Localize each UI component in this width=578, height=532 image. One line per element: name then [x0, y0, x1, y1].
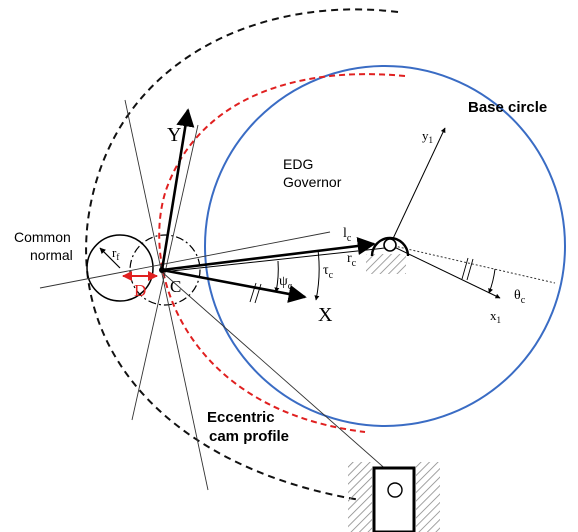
y1-label: y1	[422, 128, 433, 145]
pivot-body	[370, 236, 410, 257]
Y-label: Y	[167, 124, 181, 146]
C-label: C	[170, 277, 181, 296]
piston-pin	[387, 482, 403, 498]
Y-axis-arrow	[160, 108, 195, 271]
common-normal-line	[124, 99, 209, 491]
common-normal-label-2: normal	[30, 247, 73, 263]
roller-circle	[86, 234, 154, 302]
eccentric-label-1: Eccentric	[207, 409, 275, 426]
psi-angle-arc	[274, 260, 280, 293]
contact-dashdot-circle	[129, 234, 201, 306]
lc-vector	[161, 236, 376, 272]
governor-label: Governor	[283, 174, 342, 190]
tau-label: τc	[323, 263, 334, 281]
rc-label: rc	[347, 251, 357, 269]
piston	[372, 466, 416, 532]
base-circle-label: Base circle	[468, 99, 547, 116]
pivot-ground-hatch	[366, 254, 406, 274]
contact-point	[159, 267, 165, 273]
X-axis-arrow	[161, 268, 307, 303]
psi-label: ψc	[279, 274, 293, 292]
common-normal-label-1: Common	[14, 229, 71, 245]
pivot-pin	[383, 238, 397, 252]
tangent-line	[131, 124, 199, 421]
rf-arrow	[99, 247, 121, 269]
base-circle	[204, 65, 566, 427]
dotted-reference-line	[389, 244, 556, 284]
tau-angle-arc	[314, 249, 320, 301]
eccentric-label-2: cam profile	[209, 428, 289, 445]
rf-label: rf	[112, 245, 119, 262]
rc-line	[161, 247, 386, 273]
eccentric-cam-profile-curve	[158, 73, 406, 433]
theta-angle-arc	[488, 268, 496, 294]
x1-axis	[389, 244, 501, 299]
lc-label: lc	[343, 226, 352, 244]
D-label: D	[134, 281, 146, 300]
X-label: X	[318, 304, 333, 326]
cylinder-hatch-left	[348, 462, 372, 532]
tick-marks	[249, 257, 474, 304]
y1-axis	[389, 127, 446, 246]
cylinder-hatch-right	[416, 462, 440, 532]
horizontal-reference-line	[39, 231, 331, 289]
edg-label: EDG	[283, 156, 313, 172]
theta-label: θc	[514, 288, 526, 306]
x1-label: x1	[490, 308, 501, 325]
link-to-governor-line	[161, 271, 399, 481]
